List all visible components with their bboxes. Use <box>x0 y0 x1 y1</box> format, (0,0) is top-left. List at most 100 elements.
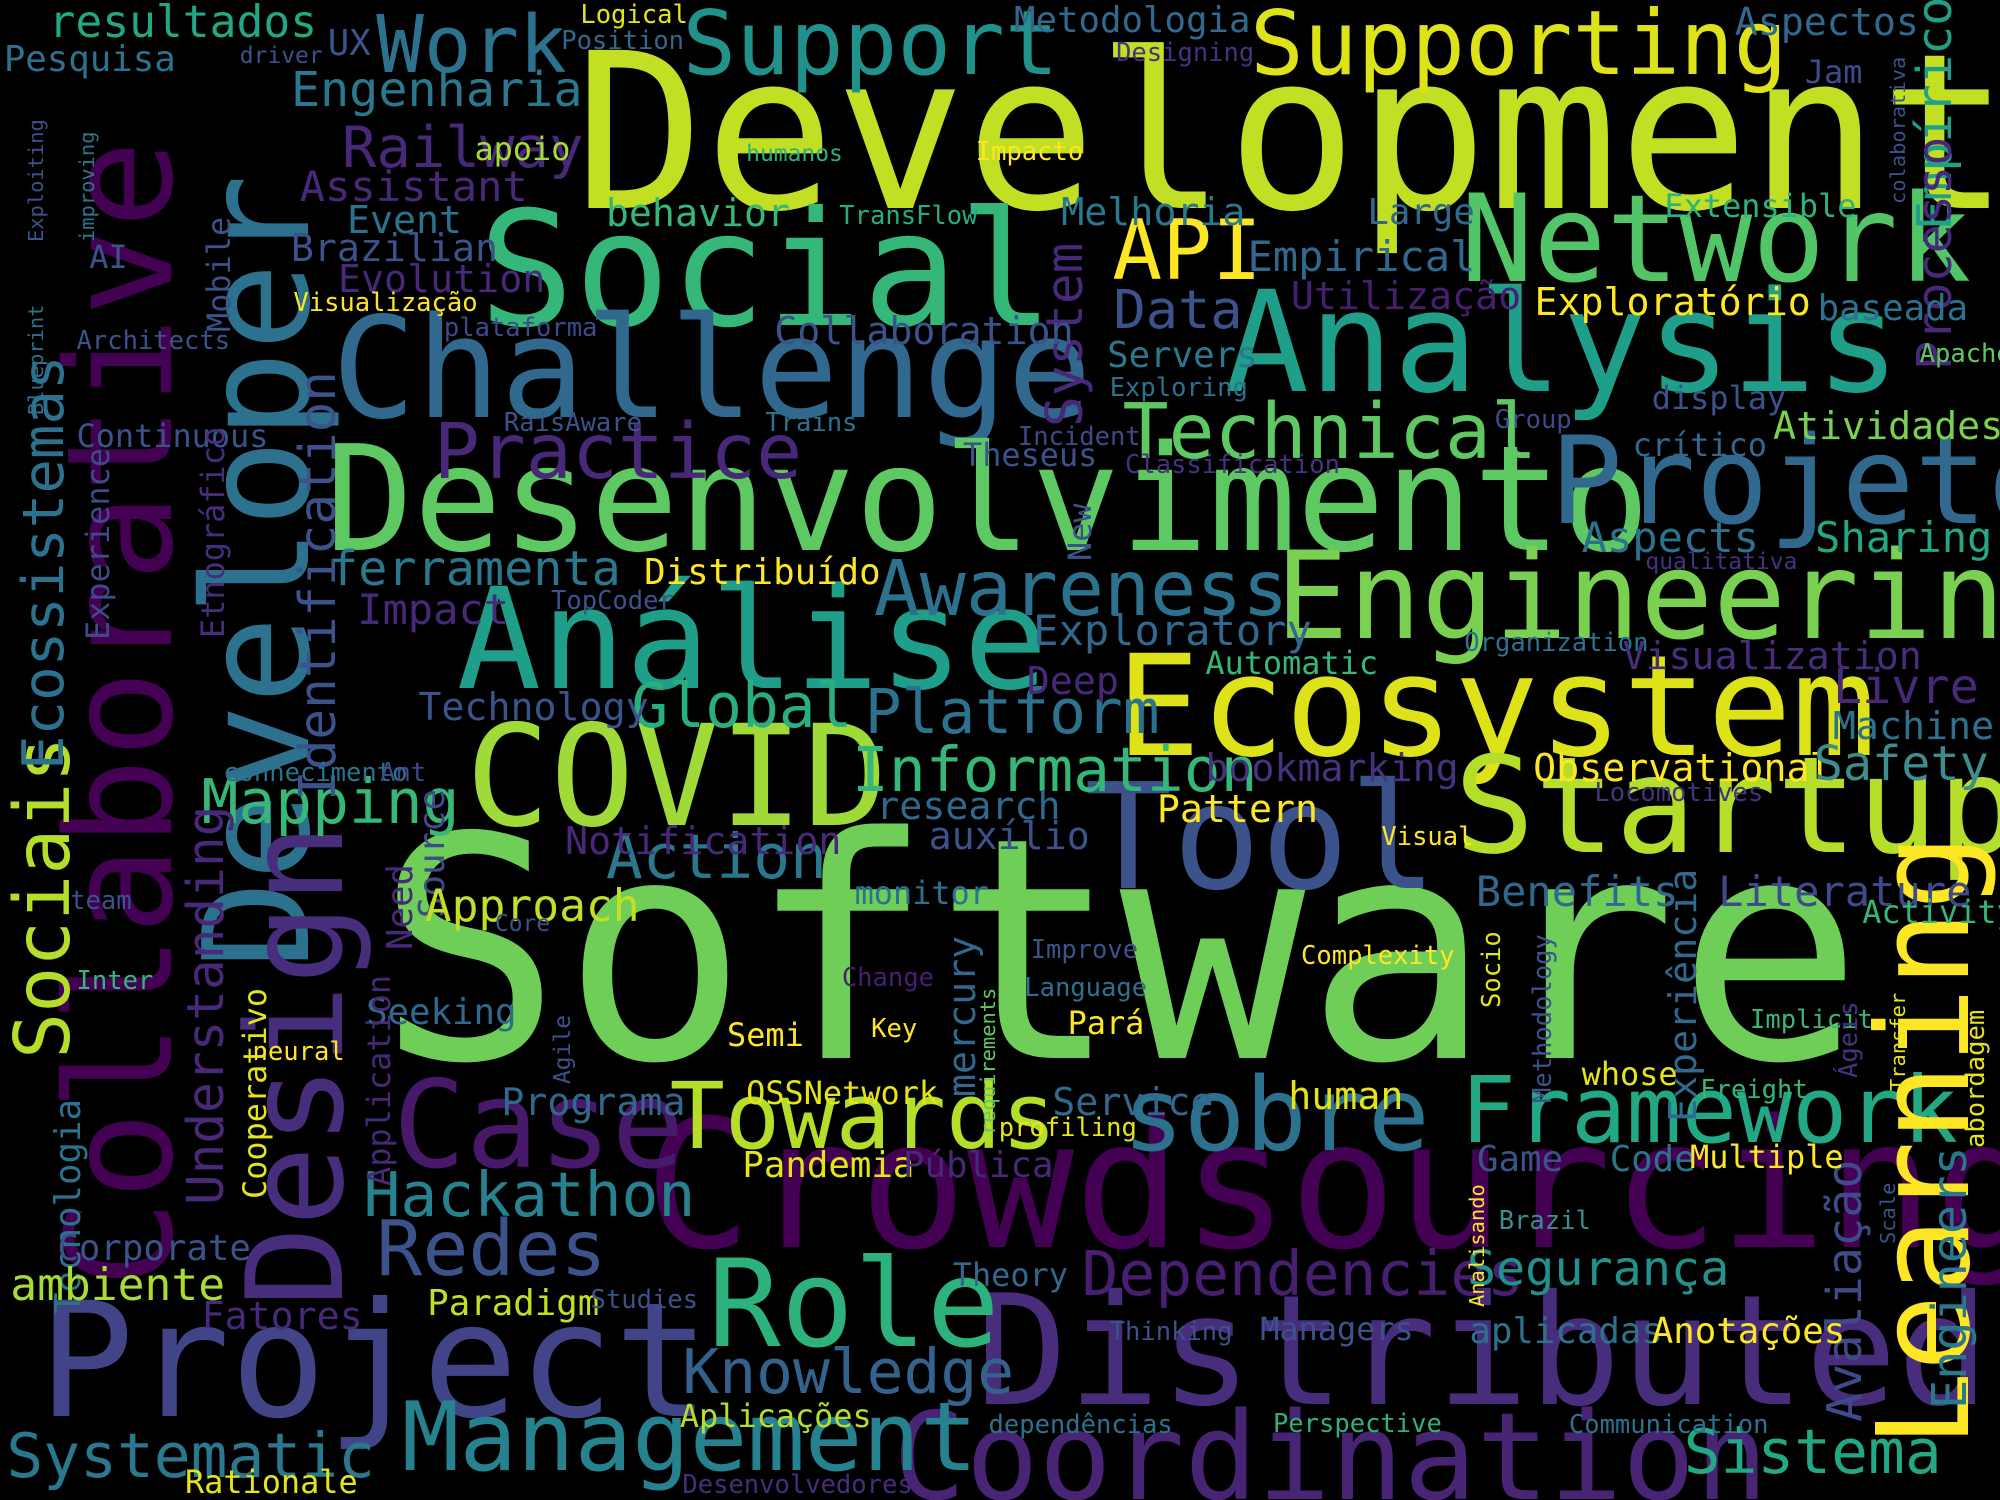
word-approach: Approach <box>424 879 640 932</box>
word-engineers: Engineers <box>1922 1146 1979 1410</box>
word-pesquisa: Pesquisa <box>3 39 176 81</box>
word-support: Support <box>682 0 1059 96</box>
word-designing: Designing <box>1116 37 1255 68</box>
word-desenvolvedores: Desenvolvedores <box>682 1470 913 1500</box>
word-engenharia: Engenharia <box>290 62 583 119</box>
word-servers: Servers <box>1107 335 1258 376</box>
word-processo: Processo <box>1906 136 1963 370</box>
word-theseus: Theseus <box>963 436 1098 475</box>
word-rationale: Rationale <box>184 1462 358 1500</box>
word-visualization: Visualization <box>1622 633 1922 679</box>
word-data: Data <box>1113 278 1243 342</box>
word-complexity: Complexity <box>1301 940 1455 971</box>
word-scale: Scale <box>1875 1182 1900 1244</box>
word-methodology: Methodology <box>1527 934 1558 1104</box>
word-avaliacao: Avaliação <box>1817 1159 1874 1423</box>
word-plataforma: plataforma <box>443 313 598 344</box>
word-anotacoes: Anotações <box>1651 1310 1846 1352</box>
word-distribuido: Distribuído <box>644 551 881 593</box>
word-programa: Programa <box>501 1080 686 1126</box>
word-sistema: Sistema <box>1683 1417 1942 1489</box>
word-mapping: Mapping <box>201 766 460 838</box>
word-apache: Apache <box>1919 338 2000 369</box>
word-network: Network <box>1460 168 1972 310</box>
word-redes: Redes <box>376 1204 607 1294</box>
word-melhoria: Melhoria <box>1061 189 1246 235</box>
word-information: Information <box>852 734 1258 806</box>
word-metodologia: Metodologia <box>1014 0 1251 41</box>
word-dependencias: dependências <box>988 1410 1173 1441</box>
word-new: New <box>1061 503 1100 562</box>
word-studies: Studies <box>590 1285 699 1316</box>
word-logical: Logical <box>580 0 688 30</box>
word-practice: Practice <box>433 407 803 497</box>
word-distributed: Distributed <box>975 1262 1990 1441</box>
word-literature: Literature <box>1718 867 1972 917</box>
word-seguranca: Segurança <box>1466 1240 1730 1297</box>
word-tool: Tool <box>1084 752 1438 924</box>
word-supporting: Supporting <box>1250 0 1788 96</box>
word-analisando: Analisando <box>1464 1184 1489 1308</box>
word-sharing: Sharing <box>1815 512 1993 562</box>
word-large: Large <box>1367 192 1475 234</box>
word-paradigm: Paradigm <box>427 1282 600 1324</box>
word-theory: Theory <box>952 1256 1068 1295</box>
word-resultados: resultados <box>48 0 318 48</box>
word-thinking: Thinking <box>1109 1317 1233 1348</box>
word-exploratorio: Exploratório <box>1534 280 1811 326</box>
word-safety: Safety <box>1813 735 1989 792</box>
word-auxilio: auxílio <box>928 813 1090 859</box>
word-ambiente: ambiente <box>10 1258 226 1311</box>
word-coordination: Coordination <box>892 1386 1769 1500</box>
word-locomotives: Locomotives <box>1594 777 1764 808</box>
word-social: Social <box>478 177 1055 364</box>
word-impact: Impact <box>357 585 510 635</box>
word-jam: Jam <box>1804 53 1863 92</box>
word-projeto: Projeto <box>1549 410 2000 552</box>
word-behavior: behavior <box>605 191 791 237</box>
word-desenvolvimento: Desenvolvimento <box>325 414 1650 586</box>
word-pattern: Pattern <box>1156 786 1319 832</box>
word-neural: neural <box>252 1036 345 1067</box>
word-apoio: apoio <box>474 129 571 168</box>
word-platform: Platform <box>864 677 1160 749</box>
word-ant: Ant <box>380 758 427 789</box>
word-analysis: Analysis <box>1224 262 1901 426</box>
word-event: Event <box>346 197 463 243</box>
word-ferramenta: ferramenta <box>329 540 621 597</box>
word-service: Service <box>1052 1080 1214 1126</box>
word-notification: Notification <box>565 818 842 864</box>
word-engineering: Engineering <box>1275 525 2000 667</box>
word-mobile: Mobile <box>200 216 239 332</box>
word-empirical: Empirical <box>1247 231 1476 281</box>
word-technology: Technology <box>418 684 649 730</box>
word-driver: driver <box>239 42 323 69</box>
word-team: team <box>70 886 132 917</box>
word-software: Software <box>376 771 1863 1132</box>
word-machine: Machine <box>1832 703 1995 749</box>
word-semi: Semi <box>727 1016 804 1055</box>
word-ux: UX <box>327 22 371 64</box>
word-blueprint: Blueprint <box>23 304 48 415</box>
word-railway: Railway <box>341 113 584 181</box>
word-inter: Inter <box>76 966 154 997</box>
word-publica: Pública <box>903 1144 1054 1186</box>
word-multiple: Multiple <box>1690 1137 1844 1176</box>
word-conhecimento: conhecimento <box>223 758 408 789</box>
word-awareness: Awareness <box>873 545 1289 635</box>
word-topcoder: TopCoder <box>551 586 674 617</box>
word-atividades: Atividades <box>1772 404 2000 450</box>
word-colaborativa: colaborativa <box>1885 56 1910 205</box>
word-covid: COVID <box>465 695 888 859</box>
word-bookmarking: bookmarking <box>1205 746 1459 791</box>
word-code: Code <box>1609 1138 1696 1180</box>
word-utilizacao: Utilização <box>1290 274 1522 320</box>
word-whose: whose <box>1581 1054 1678 1093</box>
word-hackathon: Hackathon <box>363 1159 696 1231</box>
word-managers: Managers <box>1260 1309 1414 1348</box>
word-application: Application <box>359 975 398 1187</box>
word-ossnetwork: OSSNetwork <box>746 1073 939 1112</box>
word-position: Position <box>561 26 685 57</box>
word-continuous: Continuous <box>76 416 269 455</box>
word-improve: Improve <box>1030 934 1139 965</box>
